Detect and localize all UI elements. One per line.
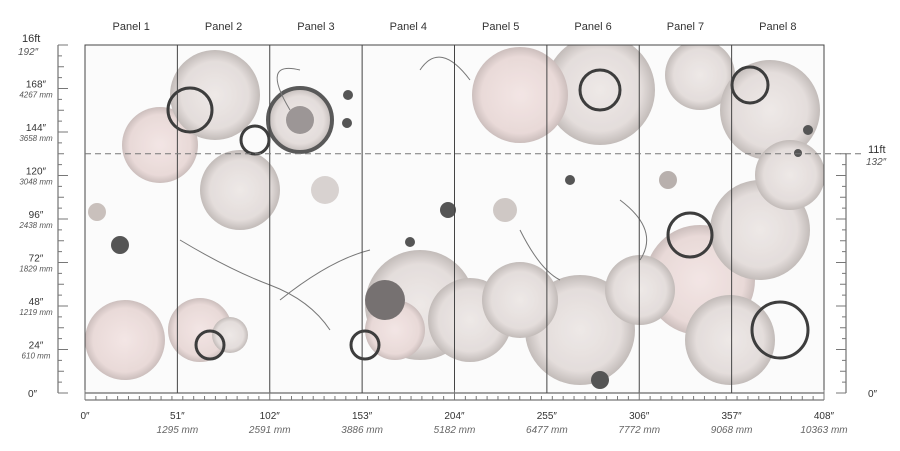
panel-label: Panel 6 (574, 21, 611, 33)
bottom-axis-tick-label: 153″ (352, 411, 373, 422)
bottom-axis-tick-label: 408″ (814, 411, 835, 422)
left-axis-tick-mm: 3048 mm (19, 178, 53, 187)
panel-label: Panel 1 (113, 21, 150, 33)
left-axis-tick-mm: 4267 mm (19, 91, 53, 100)
bottom-axis-tick-mm: 5182 mm (434, 425, 476, 436)
bottom-axis-tick-mm: 6477 mm (526, 425, 568, 436)
panel-label: Panel 7 (667, 21, 704, 33)
measurement-axes: Panel 1 Panel 2 Panel 3 Panel 4 Panel 5 Panel… (18, 21, 887, 436)
bottom-axis-tick-mm: 1295 mm (157, 425, 199, 436)
left-axis-tick-label: 168″ (26, 80, 47, 91)
left-axis-tick-label: 144″ (26, 123, 47, 134)
panel-label: Panel 4 (390, 21, 427, 33)
left-axis-tick-label: 24″ (29, 341, 44, 352)
bottom-axis-tick-label: 51″ (170, 411, 185, 422)
left-axis-tick-mm: 1829 mm (19, 265, 53, 274)
left-axis-tick-label: 48″ (29, 297, 44, 308)
left-axis-tick-label: 72″ (29, 254, 44, 265)
right-axis-in: 132″ (866, 157, 887, 168)
left-axis-top-in: 192″ (18, 47, 39, 58)
bottom-axis-tick-label: 255″ (537, 411, 558, 422)
left-axis-tick-label: 96″ (29, 210, 44, 221)
bottom-axis-tick-mm: 2591 mm (248, 425, 291, 436)
bottom-axis-zero: 0″ (80, 411, 90, 422)
left-axis-tick-mm: 610 mm (22, 352, 51, 361)
left-axis-tick-label: 120″ (26, 167, 47, 178)
bottom-axis-tick-label: 204″ (444, 411, 465, 422)
left-axis-tick-mm: 2438 mm (18, 221, 53, 230)
left-axis-tick-mm: 1219 mm (19, 308, 53, 317)
panel-label: Panel 3 (297, 21, 334, 33)
bottom-axis-tick-mm: 9068 mm (711, 425, 753, 436)
bottom-axis-tick-mm: 3886 mm (341, 425, 383, 436)
panel-label: Panel 5 (482, 21, 519, 33)
panel-label: Panel 8 (759, 21, 796, 33)
panel-label: Panel 2 (205, 21, 242, 33)
left-axis-zero: 0″ (28, 389, 38, 400)
right-axis-zero: 0″ (868, 389, 878, 400)
right-axis-ft: 11ft (868, 144, 886, 156)
bottom-axis-tick-label: 306″ (629, 411, 650, 422)
bottom-axis-tick-label: 102″ (260, 411, 281, 422)
bottom-axis-tick-mm: 10363 mm (800, 425, 847, 436)
left-axis-tick-mm: 3658 mm (19, 134, 53, 143)
left-axis-top-ft: 16ft (22, 33, 40, 45)
bottom-axis-tick-label: 357″ (722, 411, 743, 422)
bottom-axis-tick-mm: 7772 mm (618, 425, 660, 436)
